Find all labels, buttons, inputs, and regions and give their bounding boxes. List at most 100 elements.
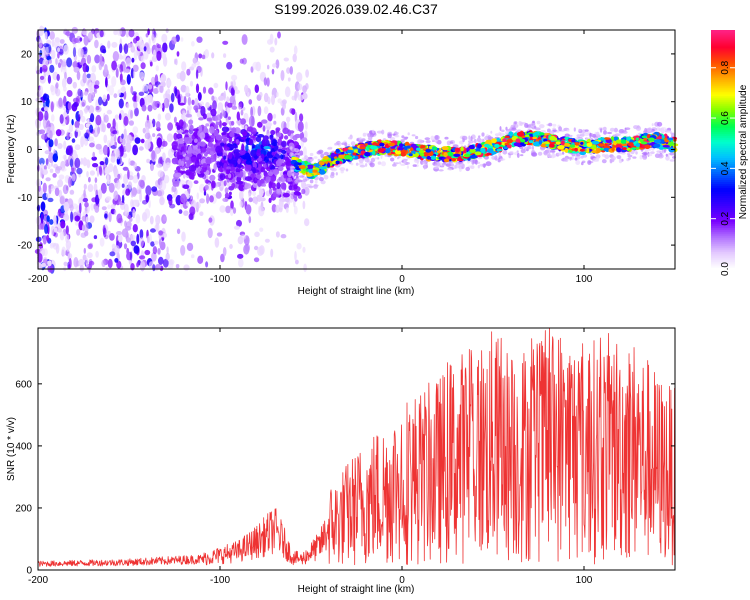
noise-speckle: [240, 109, 244, 116]
noise-speckle: [215, 183, 219, 188]
noise-speckle: [112, 130, 118, 135]
noise-speckle: [252, 191, 257, 197]
ridge-halo: [548, 122, 553, 127]
ridge-halo: [600, 128, 603, 133]
spectral-blob: [257, 121, 263, 128]
ridge-halo: [449, 141, 454, 144]
ridge-halo: [584, 129, 589, 132]
noise-speckle: [94, 39, 99, 49]
colorbar-segment: [711, 41, 735, 45]
ridge-halo: [669, 159, 675, 162]
ridge-halo: [348, 136, 353, 140]
noise-speckle: [39, 25, 44, 37]
noise-speckle: [245, 243, 250, 252]
noise-speckle: [106, 109, 113, 115]
ridge-cell: [399, 143, 404, 148]
noise-speckle: [160, 76, 164, 82]
ridge-halo: [302, 178, 308, 182]
spectral-blob: [188, 149, 196, 154]
noise-speckle: [66, 76, 73, 85]
noise-speckle: [116, 260, 122, 269]
ridge-cell: [397, 146, 404, 151]
ridge-cell: [560, 140, 565, 146]
noise-speckle: [63, 44, 69, 55]
ridge-halo: [355, 162, 359, 166]
noise-speckle: [231, 74, 238, 81]
noise-speckle: [131, 57, 135, 63]
spectral-blob: [240, 136, 247, 140]
noise-speckle: [140, 62, 146, 70]
noise-speckle: [211, 52, 215, 59]
spectral-blob: [276, 132, 282, 137]
noise-speckle: [292, 53, 297, 63]
ridge-cell: [622, 147, 627, 151]
noise-speckle: [233, 225, 240, 230]
noise-speckle: [55, 58, 58, 65]
noise-speckle: [49, 31, 55, 41]
colorbar-segment: [711, 111, 735, 115]
noise-speckle: [195, 201, 201, 209]
noise-speckle: [274, 37, 278, 46]
ridge-cell: [599, 148, 604, 151]
spectral-blob: [205, 165, 211, 172]
colorbar-segment: [711, 231, 735, 234]
noise-speckle: [109, 251, 116, 257]
colorbar-segment: [711, 61, 735, 65]
noise-speckle: [140, 138, 145, 144]
spectral-blob: [221, 132, 227, 136]
noise-speckle: [110, 203, 116, 210]
noise-speckle: [93, 84, 100, 89]
noise-speckle: [211, 95, 215, 101]
ridge-halo: [539, 124, 545, 129]
noise-speckle: [156, 190, 163, 197]
colorbar-segment: [711, 49, 735, 53]
noise-speckle: [222, 40, 229, 45]
spectral-blob: [221, 126, 230, 133]
ridge-cell: [319, 166, 327, 170]
colorbar-segment: [711, 201, 735, 204]
noise-speckle: [199, 198, 206, 204]
ridge-cell: [330, 152, 336, 158]
ridge-halo: [329, 174, 335, 179]
noise-speckle: [100, 182, 107, 194]
ridge-halo: [656, 127, 661, 131]
ridge-halo: [520, 154, 524, 157]
noise-speckle: [87, 31, 93, 41]
ridge-cell: [524, 141, 528, 145]
noise-speckle: [189, 80, 194, 87]
noise-speckle: [302, 85, 307, 93]
spectral-blob: [219, 161, 223, 166]
ridge-cell: [469, 155, 477, 159]
noise-speckle: [296, 72, 303, 82]
ridge-halo: [433, 166, 440, 169]
noise-speckle: [118, 234, 123, 243]
colorbar-segment: [711, 43, 735, 47]
spectral-blob: [204, 184, 209, 190]
spectral-blob: [205, 123, 210, 127]
colorbar-segment: [711, 249, 735, 252]
noise-speckle: [123, 43, 129, 54]
noise-speckle: [126, 247, 130, 255]
noise-speckle: [136, 184, 140, 195]
colorbar-segment: [711, 227, 735, 230]
colorbar-segment: [711, 239, 735, 242]
ridge-halo: [393, 162, 396, 165]
ridge-halo: [546, 147, 550, 151]
ridge-cell: [421, 145, 425, 149]
spectral-blob: [276, 187, 281, 194]
colorbar-segment: [711, 119, 735, 123]
colorbar: 0.00.20.40.60.8 Normalized spectral ampl…: [711, 30, 749, 276]
noise-speckle: [239, 58, 244, 64]
ridge-halo: [477, 165, 480, 169]
noise-speckle: [74, 157, 81, 169]
noise-speckle: [217, 102, 224, 112]
spectral-blob: [228, 152, 233, 160]
noise-speckle: [71, 119, 74, 126]
noise-speckle: [125, 30, 129, 38]
noise-speckle: [240, 234, 247, 240]
ridge-cell: [332, 160, 337, 165]
ridge-halo: [396, 157, 400, 160]
noise-speckle: [136, 233, 140, 245]
ridge-cell: [443, 152, 448, 158]
